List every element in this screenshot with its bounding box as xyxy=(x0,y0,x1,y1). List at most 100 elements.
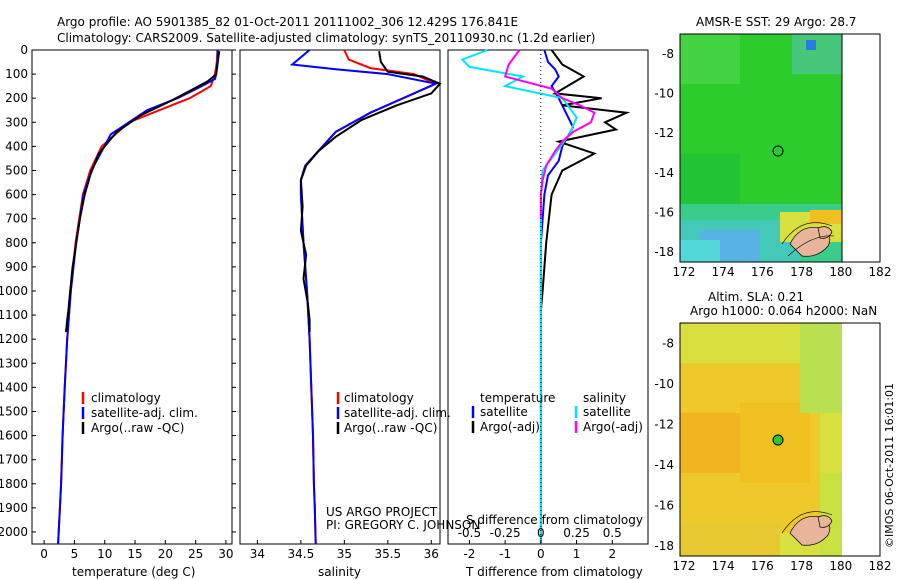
legend-sal-head: salinity xyxy=(583,391,626,405)
s-tick-label: -0.25 xyxy=(490,526,521,540)
map-lon-tick: 172 xyxy=(672,559,695,573)
map-lat-tick: -16 xyxy=(654,205,674,219)
sst-map-frame xyxy=(679,33,881,263)
imos-stamp: ©IMOS 06-Oct-2011 16:01:01 xyxy=(883,383,896,548)
depth-tick-label: 900 xyxy=(5,260,28,274)
x-tick-label: 30 xyxy=(218,547,233,561)
title-line1: Argo profile: AO 5901385_82 01-Oct-2011 … xyxy=(57,15,518,29)
sal-legend: climatology satellite-adj. clim. Argo(..… xyxy=(336,391,451,435)
diff-xlabel-top: S difference from climatology xyxy=(466,513,643,527)
depth-tick-label: 500 xyxy=(5,163,28,177)
sst-map xyxy=(679,33,843,263)
x-tick-label: 35.5 xyxy=(374,547,401,561)
temp-legend: climatology satellite-adj. clim. Argo(..… xyxy=(81,391,198,435)
project-line1: US ARGO PROJECT xyxy=(326,505,438,519)
x-tick-label: 10 xyxy=(97,547,112,561)
map-lon-tick: 180 xyxy=(829,265,852,279)
series-climatology xyxy=(57,49,219,545)
depth-tick-label: 0 xyxy=(20,43,28,57)
legend-argo: Argo(..raw -QC) xyxy=(91,421,184,435)
series-salinity-satellite xyxy=(460,49,578,544)
series-temperature-satellite xyxy=(539,49,575,544)
map-lat-tick: -18 xyxy=(654,245,674,259)
map-lon-tick: 176 xyxy=(751,265,774,279)
temp-panel-frame xyxy=(31,49,233,545)
depth-tick-label: 700 xyxy=(5,212,28,226)
depth-tick-label: 1600 xyxy=(0,429,28,443)
map-lat-tick: -8 xyxy=(662,336,674,350)
legend-sal-argo: Argo(-adj) xyxy=(583,420,643,434)
depth-tick-label: 1900 xyxy=(0,501,28,515)
x-tick-label: 34 xyxy=(250,547,265,561)
depth-tick-label: 200 xyxy=(5,91,28,105)
sst-map-title: AMSR-E SST: 29 Argo: 28.7 xyxy=(696,15,856,29)
map-lon-tick: 178 xyxy=(790,265,813,279)
depth-tick-label: 800 xyxy=(5,236,28,250)
depth-tick-label: 1700 xyxy=(0,453,28,467)
legend-satellite: satellite-adj. clim. xyxy=(91,406,198,420)
sal-panel-frame xyxy=(239,49,441,545)
project-line2: PI: GREGORY C. JOHNSON xyxy=(326,518,480,532)
x-tick-label: 5 xyxy=(71,547,79,561)
x-tick-label: -2 xyxy=(463,547,475,561)
diff-panel-frame xyxy=(447,49,649,545)
map-lon-tick: 178 xyxy=(790,559,813,573)
depth-tick-label: 100 xyxy=(5,67,28,81)
depth-tick-label: 400 xyxy=(5,139,28,153)
map-lat-tick: -8 xyxy=(662,47,674,61)
s-tick-label: 0 xyxy=(537,526,545,540)
x-tick-label: 36 xyxy=(424,547,439,561)
depth-tick-label: 600 xyxy=(5,188,28,202)
map-lon-tick: 180 xyxy=(829,559,852,573)
map-lon-tick: 174 xyxy=(712,559,735,573)
title-line2: Climatology: CARS2009. Satellite-adjuste… xyxy=(57,31,595,45)
sal-xlabel: salinity xyxy=(318,565,361,579)
map-lat-tick: -16 xyxy=(654,498,674,512)
series-satellite-adj-clim- xyxy=(289,49,439,545)
legend-temp-argo: Argo(-adj) xyxy=(480,420,540,434)
sla-map-frame xyxy=(679,322,881,557)
sla-map xyxy=(680,323,842,556)
map-lat-tick: -10 xyxy=(654,86,674,100)
series-argo-raw-qc- xyxy=(64,51,221,333)
map-lon-tick: 176 xyxy=(751,559,774,573)
s-tick-label: 0.25 xyxy=(563,526,590,540)
depth-tick-label: 300 xyxy=(5,115,28,129)
legend-satellite-sal: satellite-adj. clim. xyxy=(344,406,451,420)
map-lat-tick: -14 xyxy=(654,458,674,472)
x-tick-label: 35 xyxy=(337,547,352,561)
series-temperature-argo-adj- xyxy=(539,49,631,311)
depth-tick-label: 1300 xyxy=(0,356,28,370)
map-lat-tick: -12 xyxy=(654,126,674,140)
depth-tick-label: 1000 xyxy=(0,284,28,298)
series-climatology xyxy=(299,49,439,545)
s-tick-label: -0.5 xyxy=(458,526,481,540)
x-tick-label: -1 xyxy=(499,547,511,561)
depth-tick-label: 1200 xyxy=(0,332,28,346)
s-tick-label: 0.5 xyxy=(603,526,622,540)
sla-float-marker xyxy=(772,434,784,446)
map-lon-tick: 182 xyxy=(869,265,892,279)
map-lat-tick: -12 xyxy=(654,417,674,431)
legend-climatology: climatology xyxy=(91,391,161,405)
x-tick-label: 34.5 xyxy=(288,547,315,561)
depth-tick-label: 1400 xyxy=(0,380,28,394)
depth-tick-label: 1800 xyxy=(0,477,28,491)
diff-xlabel: T difference from climatology xyxy=(465,565,643,579)
x-tick-label: 0 xyxy=(40,547,48,561)
map-lat-tick: -18 xyxy=(654,539,674,553)
x-tick-label: 1 xyxy=(573,547,581,561)
map-lon-tick: 172 xyxy=(672,265,695,279)
sst-float-marker xyxy=(772,145,784,157)
x-tick-label: 25 xyxy=(188,547,203,561)
x-tick-label: 0 xyxy=(537,547,545,561)
sla-map-title1: Altim. SLA: 0.21 xyxy=(708,290,804,304)
depth-tick-label: 1100 xyxy=(0,308,28,322)
series-satellite-adj-clim- xyxy=(57,50,219,545)
legend-temp-head: temperature xyxy=(480,391,555,405)
x-tick-label: 2 xyxy=(608,547,616,561)
map-lon-tick: 174 xyxy=(712,265,735,279)
legend-temp-sat: satellite xyxy=(480,405,528,419)
depth-tick-label: 2000 xyxy=(0,525,28,539)
